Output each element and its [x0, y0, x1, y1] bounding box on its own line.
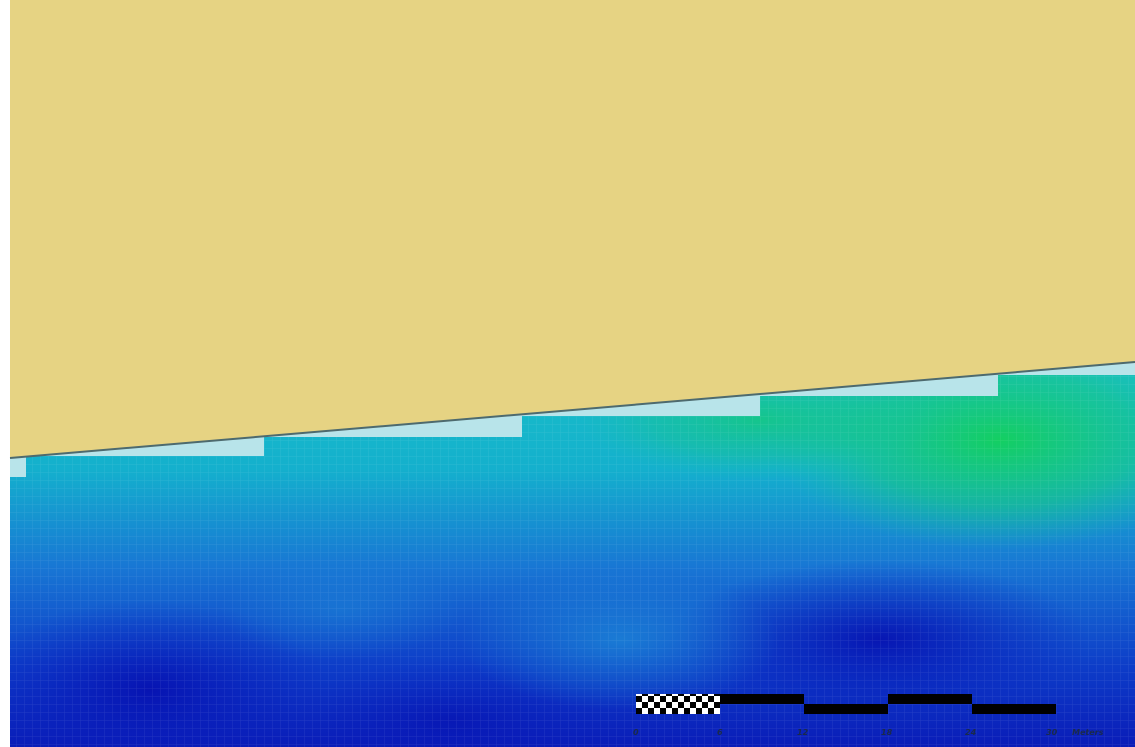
scale-bar-segment [804, 704, 888, 714]
scale-tick-label: 24 [965, 728, 977, 737]
scale-bar: 0 6 12 18 24 30 Meters [633, 694, 1104, 737]
scale-unit-label: Meters [1072, 728, 1104, 737]
scale-tick-label: 0 [633, 728, 639, 737]
scale-bar-segment [972, 704, 1056, 714]
scale-tick-label: 12 [797, 728, 809, 737]
scale-bar-segment [720, 694, 804, 704]
land-area [10, 0, 1135, 458]
scale-bar-checker [636, 694, 720, 714]
scale-bar-segment [888, 694, 972, 704]
scale-tick-label: 18 [881, 728, 893, 737]
scale-tick-label: 6 [717, 728, 723, 737]
scale-tick-label: 30 [1046, 728, 1058, 737]
shoreline [9, 361, 1135, 459]
